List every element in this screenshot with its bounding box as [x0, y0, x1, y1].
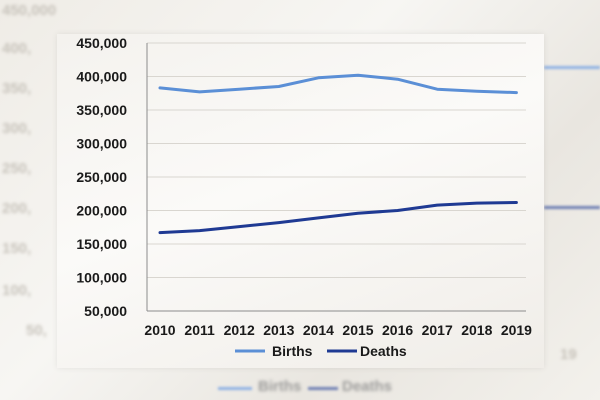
series-line-deaths	[158, 201, 518, 235]
y-tick-label: 50,000	[84, 303, 127, 319]
backdrop-tick-250000: 250,	[2, 160, 32, 177]
line-chart: 50,000 100,000 150,000 200,000 250,000 300,00…	[76, 35, 532, 359]
y-tick-label: 200,000	[76, 203, 127, 219]
backdrop-legend-births: Births	[258, 378, 302, 395]
backdrop-tick-450000: 450,000	[2, 2, 57, 19]
y-tick-label: 250,000	[76, 169, 127, 185]
y-tick-label: 150,000	[76, 236, 127, 252]
backdrop-tick-300000: 300,	[2, 120, 32, 137]
legend-label-births: Births	[272, 343, 313, 359]
x-tick-label: 2017	[422, 322, 453, 338]
backdrop-tick-100000: 100,	[2, 282, 32, 299]
x-tick-label: 2010	[144, 322, 175, 338]
y-tick-label: 100,000	[76, 270, 127, 286]
backdrop-tick-150000: 150,	[2, 240, 32, 257]
x-tick-label: 2019	[501, 322, 532, 338]
backdrop-tick-400000: 400,	[2, 40, 32, 57]
backdrop-legend-deaths: Deaths	[342, 378, 393, 395]
x-tick-label: 2015	[342, 322, 373, 338]
backdrop-legend-deaths-swatch	[308, 387, 338, 390]
x-tick-label: 2014	[303, 322, 334, 338]
backdrop-line-births	[544, 66, 600, 69]
legend: Births Deaths	[235, 343, 407, 359]
x-tick-label: 2018	[461, 322, 492, 338]
backdrop-tick-200000: 200,	[2, 200, 32, 217]
x-tick-label: 2013	[263, 322, 294, 338]
backdrop-line-deaths	[544, 206, 600, 209]
chart-card: 50,000 100,000 150,000 200,000 250,000 300,00…	[57, 34, 544, 368]
y-tick-label: 300,000	[76, 136, 127, 152]
y-tick-label: 450,000	[76, 35, 127, 51]
y-axis: 50,000 100,000 150,000 200,000 250,000 300,00…	[76, 35, 148, 319]
y-tick-label: 350,000	[76, 102, 127, 118]
series-line-births	[158, 73, 518, 95]
backdrop-tick-50000: 50,	[26, 322, 47, 339]
x-tick-label: 2012	[224, 322, 255, 338]
x-tick-label: 2011	[184, 322, 215, 338]
gridlines	[147, 42, 526, 278]
legend-label-deaths: Deaths	[360, 343, 407, 359]
y-tick-label: 400,000	[76, 69, 127, 85]
backdrop-legend-births-swatch	[218, 387, 252, 390]
backdrop-x-tail: 19	[560, 346, 577, 363]
x-axis: 2010 2011 2012 2013 2014 2015 2016 2017 2018 2019	[144, 310, 532, 338]
x-tick-label: 2016	[382, 322, 413, 338]
series-lines	[158, 73, 518, 235]
backdrop-tick-350000: 350,	[2, 80, 32, 97]
